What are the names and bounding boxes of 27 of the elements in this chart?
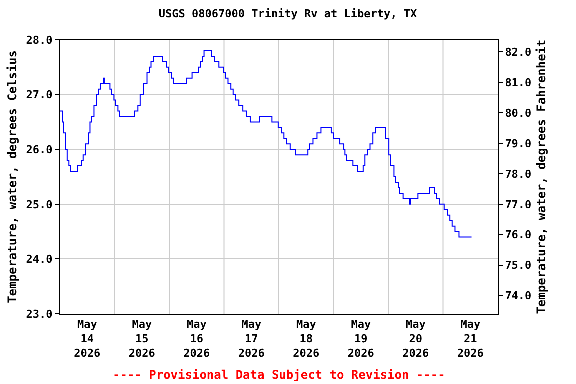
x-tick-label: May 14 2026 bbox=[74, 318, 101, 360]
y2-tick-label: 81.0 bbox=[505, 76, 532, 90]
chart-title: USGS 08067000 Trinity Rv at Liberty, TX bbox=[158, 7, 418, 20]
x-tick-label: May 17 2026 bbox=[238, 318, 266, 360]
y-tick-label: 24.0 bbox=[26, 253, 53, 266]
x-tick-label: May 18 2026 bbox=[293, 318, 320, 360]
y2-tick-label: 80.0 bbox=[505, 106, 532, 120]
y2-tick-label: 75.0 bbox=[505, 259, 532, 272]
x-tick-label: May 15 2026 bbox=[128, 318, 156, 360]
y-tick-label: 25.0 bbox=[26, 198, 53, 212]
y-tick-label: 23.0 bbox=[26, 308, 53, 321]
x-tick-label: May 19 2026 bbox=[348, 318, 375, 360]
y2-axis-title: Temperature, water, degrees Fahrenheit bbox=[534, 40, 549, 314]
y2-tick-label: 79.0 bbox=[505, 137, 532, 150]
y2-tick-label: 78.0 bbox=[505, 168, 532, 181]
y2-tick-label: 74.0 bbox=[505, 290, 532, 303]
y-tick-label: 28.0 bbox=[26, 34, 53, 47]
text: ---- Provisional Data Subject to Revision ---- bbox=[113, 368, 446, 382]
y2-tick-label: 76.0 bbox=[505, 228, 532, 242]
y2-tick-label: 82.0 bbox=[505, 46, 532, 60]
y-tick-label: 26.0 bbox=[26, 143, 53, 156]
x-tick-label: May 16 2026 bbox=[184, 318, 210, 360]
x-tick-label: May 21 2026 bbox=[457, 318, 484, 360]
x-tick-label: May 20 2026 bbox=[402, 318, 430, 360]
y-tick-label: 27.0 bbox=[26, 88, 53, 102]
y-axis-title: Temperature, water, degrees Celsius bbox=[6, 50, 20, 304]
y2-tick-label: 77.0 bbox=[505, 198, 532, 212]
